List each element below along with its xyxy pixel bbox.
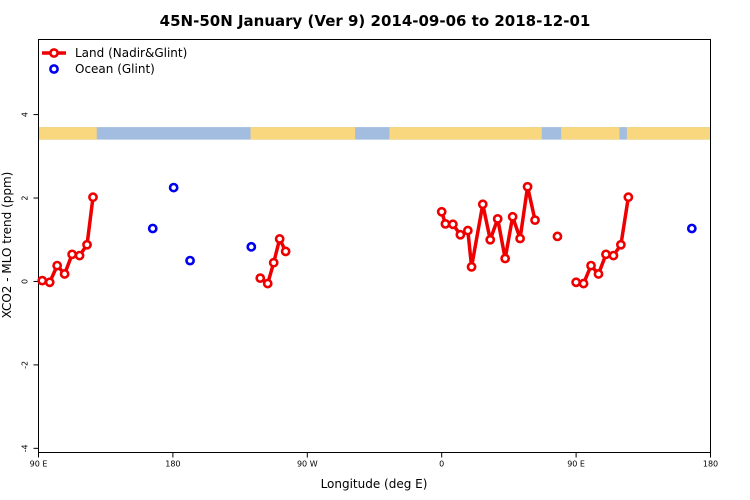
data-point bbox=[507, 211, 518, 222]
legend-label: Land (Nadir&Glint) bbox=[75, 46, 187, 60]
x-tick-label: 90 E bbox=[30, 460, 48, 469]
series-ocean bbox=[147, 182, 697, 266]
legend-label: Ocean (Glint) bbox=[75, 62, 155, 76]
y-tick-label: -4 bbox=[21, 444, 30, 452]
map-land bbox=[250, 127, 356, 140]
data-point bbox=[455, 229, 466, 240]
data-point bbox=[436, 206, 447, 217]
x-tick-label: 180 bbox=[703, 460, 718, 469]
data-point bbox=[616, 239, 626, 250]
data-point bbox=[147, 223, 158, 234]
data-point bbox=[623, 192, 634, 203]
data-point bbox=[578, 278, 589, 289]
map-land bbox=[561, 127, 620, 140]
data-point bbox=[586, 260, 596, 271]
y-tick-label: 4 bbox=[21, 112, 30, 117]
map-land bbox=[39, 127, 97, 140]
data-point bbox=[601, 249, 611, 260]
data-point bbox=[552, 231, 563, 242]
data-point bbox=[530, 215, 540, 226]
x-tick-label: 180 bbox=[165, 460, 180, 469]
data-point bbox=[246, 241, 257, 252]
data-point bbox=[44, 277, 55, 288]
data-point bbox=[255, 273, 266, 284]
data-point bbox=[440, 218, 451, 229]
y-tick-label: -2 bbox=[21, 361, 30, 369]
data-point bbox=[462, 225, 473, 236]
data-point bbox=[262, 278, 273, 289]
series-layer bbox=[37, 181, 697, 289]
data-point bbox=[37, 275, 48, 286]
data-point bbox=[59, 269, 70, 279]
data-point bbox=[466, 261, 477, 272]
data-point bbox=[608, 250, 619, 261]
data-point bbox=[82, 239, 92, 250]
y-axis-label: XCO2 - MLO trend (ppm) bbox=[0, 172, 14, 319]
data-point bbox=[274, 234, 285, 244]
data-point bbox=[280, 246, 291, 257]
data-point bbox=[74, 250, 85, 261]
x-tick-label: 90 W bbox=[297, 460, 318, 469]
x-axis-label: Longitude (deg E) bbox=[321, 477, 428, 491]
map-strip bbox=[39, 127, 710, 140]
x-tick-label: 90 E bbox=[567, 460, 585, 469]
series-land bbox=[37, 181, 634, 289]
data-point bbox=[67, 249, 77, 260]
data-point bbox=[88, 192, 98, 203]
legend-marker bbox=[49, 48, 59, 58]
data-point bbox=[500, 253, 511, 264]
data-point bbox=[571, 277, 581, 288]
map-land bbox=[626, 127, 710, 140]
map-ocean bbox=[39, 127, 710, 140]
legend: Land (Nadir&Glint) Ocean (Glint) bbox=[42, 46, 187, 76]
data-point bbox=[522, 181, 533, 192]
chart-title: 45N-50N January (Ver 9) 2014-09-06 to 20… bbox=[160, 12, 591, 30]
y-tick-label: 0 bbox=[21, 279, 30, 284]
series-line bbox=[41, 196, 95, 285]
data-point bbox=[686, 223, 697, 234]
x-axis: 90 E 180 90 W 0 90 E 180 bbox=[30, 452, 718, 469]
data-point bbox=[485, 234, 496, 245]
data-point bbox=[168, 182, 179, 193]
data-point bbox=[593, 269, 604, 279]
plot-frame bbox=[38, 39, 711, 453]
x-tick-label: 0 bbox=[439, 460, 444, 469]
data-point bbox=[492, 213, 503, 224]
data-point bbox=[52, 260, 63, 271]
data-point bbox=[477, 199, 488, 210]
data-point bbox=[447, 219, 458, 230]
y-axis: -4 -2 0 2 4 bbox=[21, 112, 39, 452]
legend-marker bbox=[49, 64, 59, 74]
map-land bbox=[389, 127, 542, 140]
y-tick-label: 2 bbox=[21, 195, 30, 200]
data-point bbox=[515, 233, 525, 244]
data-point bbox=[268, 257, 279, 268]
data-point bbox=[185, 255, 195, 266]
